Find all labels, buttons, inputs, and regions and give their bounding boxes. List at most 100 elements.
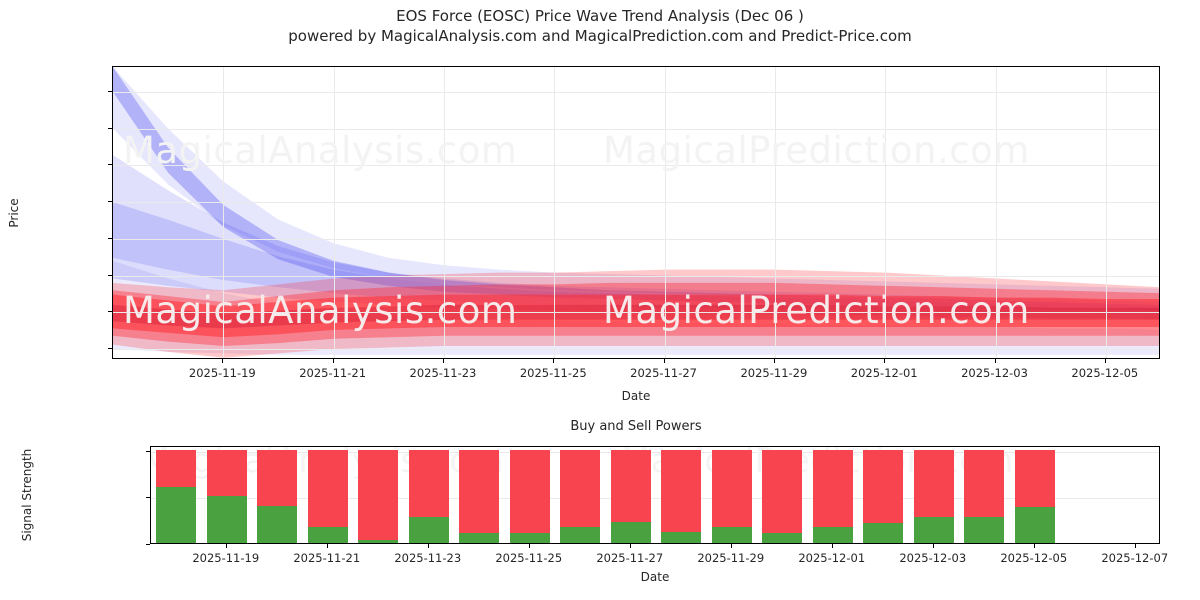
buy-sell-x-tick-label: 2025-12-07 bbox=[1101, 551, 1169, 565]
price-x-axis-label: Date bbox=[621, 389, 651, 403]
buy-power-segment bbox=[509, 532, 550, 543]
buy-sell-x-tick-label: 2025-12-05 bbox=[1000, 551, 1068, 565]
price-x-tick-label: 2025-11-21 bbox=[299, 366, 367, 380]
buy-sell-bar[interactable] bbox=[206, 447, 247, 543]
buy-sell-x-axis-label: Date bbox=[640, 570, 670, 584]
price-x-tick-mark bbox=[442, 359, 444, 363]
buy-power-segment bbox=[408, 516, 449, 543]
price-wave-shapes bbox=[113, 67, 1159, 358]
buy-sell-x-tick-mark bbox=[1033, 544, 1035, 548]
price-y-tick-mark bbox=[108, 201, 112, 203]
buy-sell-y-tick-mark bbox=[146, 497, 150, 499]
buy-sell-x-tick-mark bbox=[427, 544, 429, 548]
price-gridline-h bbox=[113, 91, 1159, 93]
buy-sell-bar[interactable] bbox=[964, 447, 1005, 543]
buy-sell-bar[interactable] bbox=[812, 447, 853, 543]
sell-power-segment bbox=[863, 449, 904, 524]
price-gridline-h bbox=[113, 312, 1159, 314]
price-x-tick-mark bbox=[994, 359, 996, 363]
buy-sell-bar[interactable] bbox=[257, 447, 298, 543]
buy-sell-bar[interactable] bbox=[560, 447, 601, 543]
buy-sell-y-tick-mark bbox=[146, 544, 150, 545]
buy-sell-x-tick-mark bbox=[932, 544, 934, 548]
price-y-axis-label: Price bbox=[7, 197, 21, 228]
price-y-tick-mark bbox=[108, 311, 112, 313]
buy-power-segment bbox=[206, 496, 247, 543]
price-gridline-v bbox=[443, 67, 445, 358]
sell-power-segment bbox=[459, 449, 500, 533]
price-x-tick-label: 2025-11-27 bbox=[630, 366, 697, 380]
sell-power-segment bbox=[509, 449, 550, 533]
price-gridline-h bbox=[113, 348, 1159, 350]
price-x-tick-mark bbox=[222, 359, 224, 363]
sell-power-segment bbox=[913, 449, 954, 517]
buy-sell-x-tick-label: 2025-12-01 bbox=[798, 551, 866, 565]
buy-sell-x-tick-label: 2025-11-27 bbox=[596, 551, 664, 565]
buy-sell-bar[interactable] bbox=[459, 447, 500, 543]
buy-sell-x-tick-label: 2025-11-21 bbox=[293, 551, 361, 565]
price-gridline-v bbox=[333, 67, 335, 358]
sell-power-segment bbox=[408, 449, 449, 517]
buy-power-segment bbox=[1014, 506, 1055, 543]
sell-power-segment bbox=[812, 449, 853, 528]
buy-sell-gridline-h bbox=[151, 498, 1159, 500]
buy-sell-y-tick-mark bbox=[146, 450, 150, 452]
buy-sell-bar[interactable] bbox=[762, 447, 803, 543]
buy-power-segment bbox=[964, 516, 1005, 543]
price-x-tick-mark bbox=[1104, 359, 1106, 363]
buy-power-segment bbox=[307, 527, 348, 543]
buy-sell-bar[interactable] bbox=[913, 447, 954, 543]
page-subtitle: powered by MagicalAnalysis.com and Magic… bbox=[288, 27, 912, 45]
buy-power-segment bbox=[812, 527, 853, 543]
buy-sell-bar[interactable] bbox=[863, 447, 904, 543]
sell-power-segment bbox=[762, 449, 803, 533]
price-x-tick-mark bbox=[773, 359, 775, 363]
buy-power-segment bbox=[711, 527, 752, 543]
buy-sell-x-tick-mark bbox=[528, 544, 530, 548]
buy-power-segment bbox=[913, 516, 954, 543]
price-gridline-h bbox=[113, 238, 1159, 240]
buy-sell-x-tick-label: 2025-11-25 bbox=[495, 551, 563, 565]
price-gridline-v bbox=[1105, 67, 1107, 358]
buy-sell-x-tick-label: 2025-11-19 bbox=[192, 551, 260, 565]
sell-power-segment bbox=[661, 449, 702, 532]
buy-sell-x-tick-label: 2025-12-03 bbox=[899, 551, 967, 565]
buy-sell-x-tick-mark bbox=[1134, 544, 1136, 548]
buy-sell-x-tick-mark bbox=[730, 544, 732, 548]
sell-power-segment bbox=[358, 449, 399, 541]
price-y-tick-mark bbox=[108, 90, 112, 92]
buy-sell-bar[interactable] bbox=[711, 447, 752, 543]
price-gridline-h bbox=[113, 202, 1159, 204]
buy-power-segment bbox=[863, 523, 904, 543]
buy-sell-bar[interactable] bbox=[661, 447, 702, 543]
price-y-tick-mark bbox=[108, 347, 112, 349]
price-x-tick-label: 2025-11-29 bbox=[740, 366, 808, 380]
price-x-tick-mark bbox=[884, 359, 886, 363]
sell-power-segment bbox=[206, 449, 247, 497]
sell-power-segment bbox=[711, 449, 752, 528]
price-gridline-h bbox=[113, 275, 1159, 277]
sell-power-segment bbox=[1014, 449, 1055, 507]
buy-power-segment bbox=[610, 522, 651, 543]
buy-power-segment bbox=[156, 487, 197, 543]
buy-sell-bar[interactable] bbox=[156, 447, 197, 543]
buy-sell-bar[interactable] bbox=[1014, 447, 1055, 543]
buy-sell-bar[interactable] bbox=[509, 447, 550, 543]
price-gridline-v bbox=[774, 67, 776, 358]
buy-power-segment bbox=[661, 531, 702, 543]
price-x-tick-label: 2025-11-23 bbox=[409, 366, 477, 380]
buy-sell-x-tick-mark bbox=[629, 544, 631, 548]
price-y-tick-mark bbox=[108, 237, 112, 239]
buy-sell-bar[interactable] bbox=[610, 447, 651, 543]
wave-band-red-band-dark bbox=[113, 304, 1159, 329]
sell-power-segment bbox=[610, 449, 651, 523]
buy-sell-bar[interactable] bbox=[358, 447, 399, 543]
price-x-tick-mark bbox=[332, 359, 334, 363]
buy-power-segment bbox=[257, 505, 298, 543]
buy-sell-bar[interactable] bbox=[408, 447, 449, 543]
buy-sell-bar[interactable] bbox=[307, 447, 348, 543]
price-gridline-v bbox=[995, 67, 997, 358]
price-gridline-v bbox=[223, 67, 225, 358]
